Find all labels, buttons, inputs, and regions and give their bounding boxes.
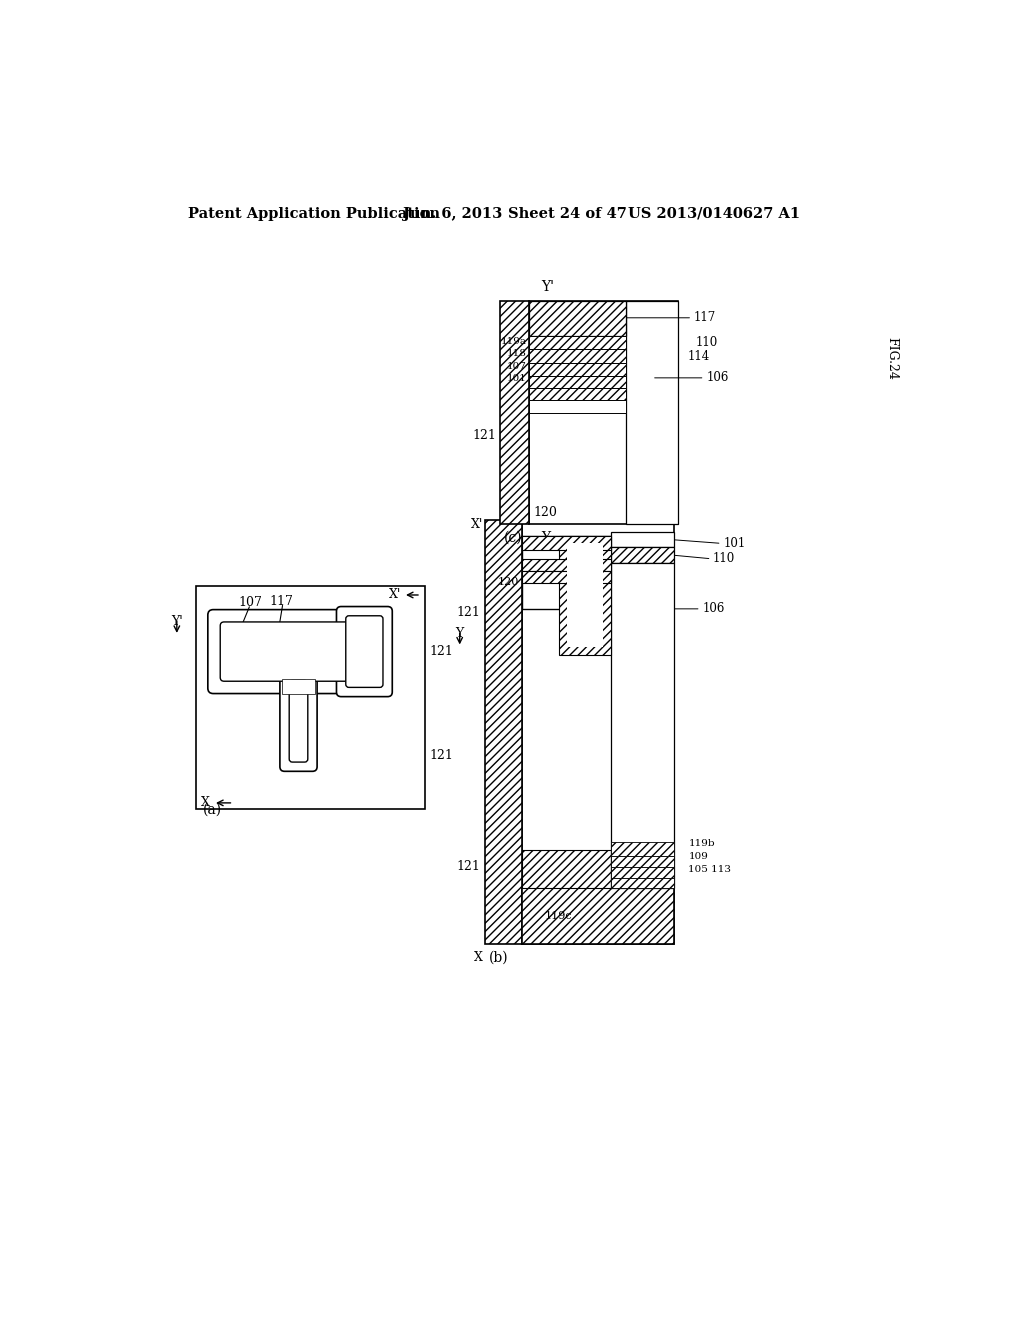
Text: Y': Y' — [541, 280, 554, 294]
Text: 120: 120 — [534, 550, 555, 560]
Bar — [197, 586, 425, 809]
Text: X': X' — [389, 589, 401, 602]
Text: 120: 120 — [498, 577, 518, 587]
FancyBboxPatch shape — [220, 622, 349, 681]
Bar — [611, 562, 675, 888]
Text: 117: 117 — [270, 594, 294, 607]
Text: 110: 110 — [695, 335, 718, 348]
Text: 118: 118 — [573, 345, 582, 363]
Bar — [521, 536, 611, 609]
Text: 121: 121 — [472, 429, 496, 442]
Bar — [521, 558, 611, 572]
Text: 101: 101 — [573, 370, 582, 388]
Text: 119a: 119a — [528, 560, 556, 570]
Text: (c): (c) — [504, 531, 522, 545]
Bar — [283, 678, 314, 694]
Bar — [611, 548, 675, 562]
Bar — [529, 363, 626, 376]
Text: 107: 107 — [573, 356, 582, 376]
Bar — [529, 301, 678, 524]
Bar — [559, 536, 611, 655]
Text: 107: 107 — [525, 554, 547, 564]
Bar — [611, 878, 675, 888]
Bar — [521, 536, 611, 549]
Text: 121: 121 — [429, 748, 454, 762]
Text: Jun. 6, 2013: Jun. 6, 2013 — [403, 207, 503, 220]
Text: 105 113: 105 113 — [688, 865, 731, 874]
Text: 119a: 119a — [573, 330, 582, 354]
Bar — [529, 350, 626, 363]
Text: (a): (a) — [203, 803, 221, 817]
Bar — [484, 520, 521, 944]
Text: 119c: 119c — [545, 911, 572, 921]
Text: 101: 101 — [723, 537, 745, 550]
Text: Y: Y — [456, 627, 464, 640]
Text: 106: 106 — [707, 371, 728, 384]
Text: Y: Y — [541, 531, 550, 545]
FancyBboxPatch shape — [289, 681, 308, 762]
Text: X: X — [202, 796, 210, 809]
Bar — [611, 532, 675, 548]
FancyBboxPatch shape — [346, 615, 383, 688]
Text: 101: 101 — [507, 374, 527, 383]
Bar — [521, 572, 611, 582]
Text: FIG.24: FIG.24 — [885, 337, 898, 380]
Text: 119a: 119a — [501, 337, 527, 346]
FancyBboxPatch shape — [208, 610, 362, 693]
Bar — [566, 544, 603, 647]
FancyBboxPatch shape — [337, 607, 392, 697]
Text: 114: 114 — [528, 537, 549, 548]
Text: Y': Y' — [171, 615, 182, 628]
Text: 121: 121 — [456, 606, 480, 619]
Text: 107: 107 — [507, 362, 527, 371]
Bar — [529, 388, 626, 400]
Text: 118: 118 — [507, 350, 527, 359]
Bar — [611, 842, 675, 857]
Bar — [626, 301, 678, 524]
Text: US 2013/0140627 A1: US 2013/0140627 A1 — [628, 207, 800, 220]
Bar — [529, 400, 626, 412]
Text: Sheet 24 of 47: Sheet 24 of 47 — [508, 207, 627, 220]
Text: X: X — [474, 952, 483, 964]
Bar — [529, 376, 626, 388]
Text: 114: 114 — [687, 350, 710, 363]
Bar — [500, 301, 529, 524]
Text: 117: 117 — [693, 312, 716, 325]
Text: 121: 121 — [456, 861, 480, 874]
Text: (b): (b) — [488, 950, 508, 965]
Bar — [611, 857, 675, 867]
FancyBboxPatch shape — [280, 677, 317, 771]
Text: 118: 118 — [528, 572, 549, 582]
Text: 109: 109 — [688, 851, 709, 861]
Text: 119b: 119b — [688, 840, 715, 849]
Text: 121: 121 — [429, 644, 454, 657]
Text: X': X' — [471, 517, 483, 531]
Bar — [521, 520, 675, 944]
Bar — [611, 867, 675, 878]
Bar — [529, 301, 626, 335]
Text: 107: 107 — [239, 597, 263, 610]
Text: 106: 106 — [702, 602, 725, 615]
Bar — [521, 888, 675, 944]
Text: 120: 120 — [534, 506, 557, 519]
Text: Patent Application Publication: Patent Application Publication — [188, 207, 440, 220]
Bar — [521, 850, 611, 888]
Text: 110: 110 — [713, 552, 735, 565]
Bar — [529, 335, 626, 350]
